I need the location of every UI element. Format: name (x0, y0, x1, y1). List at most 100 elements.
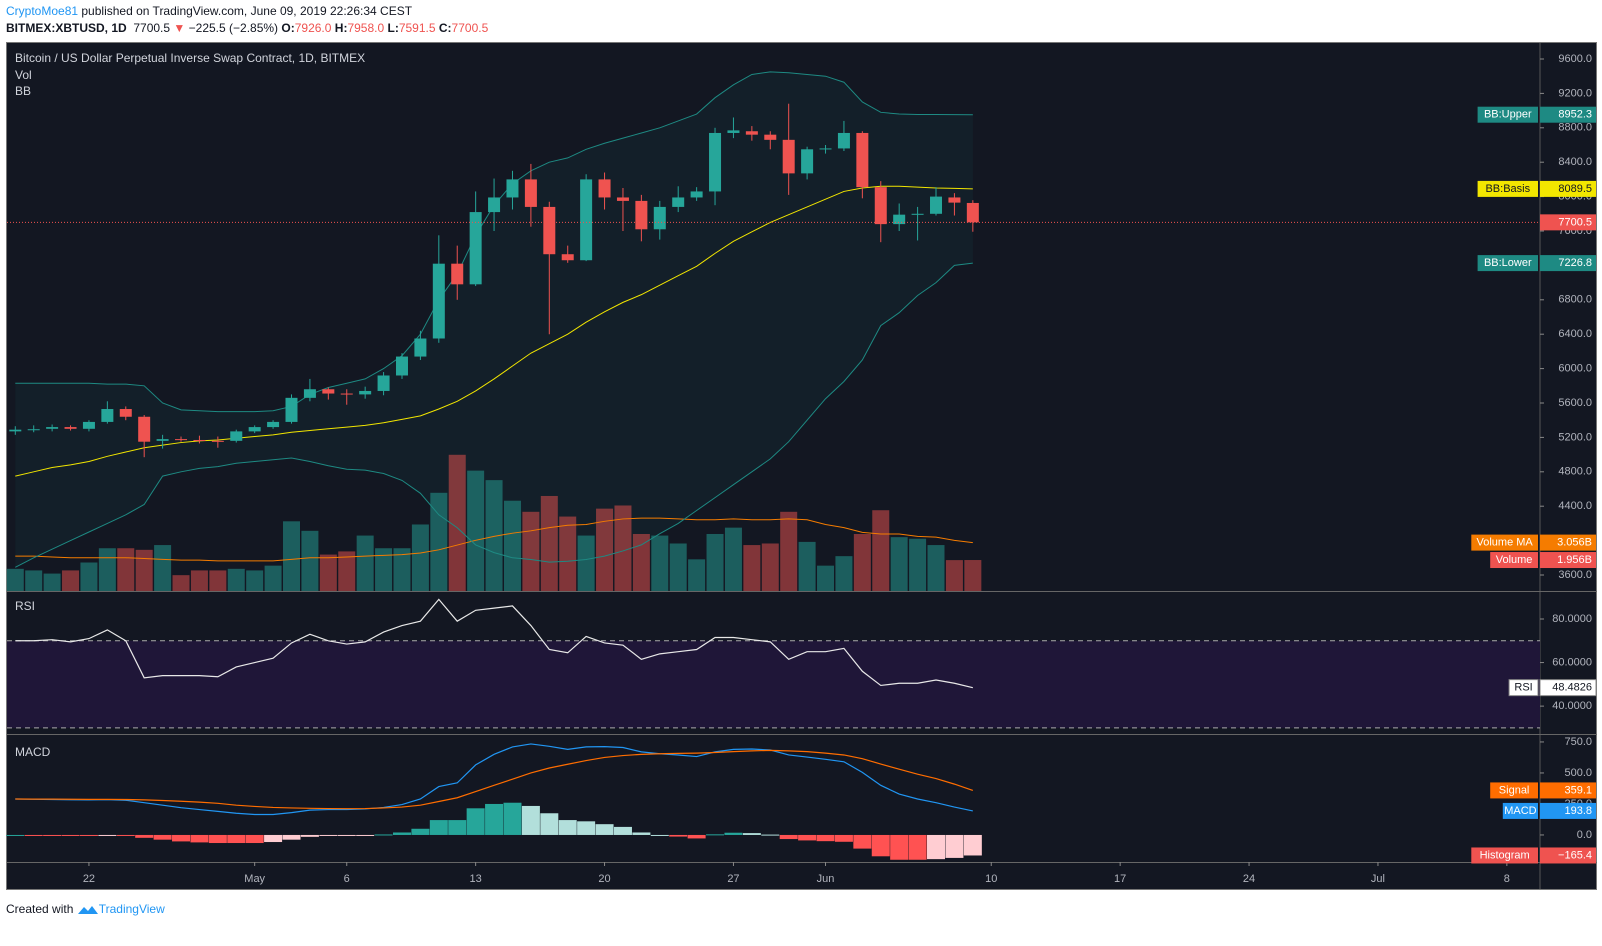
volume-bar (724, 527, 742, 591)
tag-name: Signal (1499, 784, 1530, 796)
histogram-bar (871, 834, 890, 857)
y-tick-label: 6400.0 (1558, 328, 1592, 340)
volume-bar (780, 511, 798, 591)
symbol: BITMEX:XBTUSD, 1D (6, 21, 127, 35)
tag-name-box (1490, 782, 1538, 799)
histogram-bar (448, 820, 467, 835)
candle-body (690, 191, 703, 198)
y-tick-label: 3600.0 (1558, 569, 1592, 581)
volume-bar (909, 538, 927, 591)
candle-body (101, 409, 114, 422)
candle-body (211, 440, 224, 442)
h-label: H: (334, 21, 348, 35)
volume-ma-line (15, 517, 973, 562)
candle-body (340, 393, 353, 395)
histogram-bar (356, 834, 375, 836)
rsi-title: RSI (15, 599, 35, 613)
tag-value-box (1540, 180, 1596, 197)
tag-value-box (1540, 782, 1596, 799)
tag-value: 193.8 (1564, 805, 1592, 817)
macd-line (15, 743, 973, 816)
histogram-bar (595, 824, 614, 835)
tag-name-box (1471, 847, 1538, 864)
volume-bar (411, 524, 429, 591)
candle-body (893, 214, 906, 225)
y-tick-label: 500.0 (1564, 767, 1592, 779)
symbol-line: BITMEX:XBTUSD, 1D 7700.5 ▼ −225.5 (−2.85… (6, 21, 488, 35)
tv-link[interactable]: TradingView (98, 902, 165, 916)
volume-bar (190, 570, 208, 591)
histogram-bar (890, 834, 909, 860)
volume-bar (853, 533, 871, 591)
c-value: 7700.5 (451, 21, 489, 35)
candle-body (488, 197, 501, 213)
histogram-bar (429, 820, 448, 835)
candle-body (819, 148, 832, 150)
volume-bar (577, 535, 595, 591)
signal-line (15, 749, 974, 810)
candle-body (230, 431, 243, 441)
histogram-bar (632, 832, 651, 835)
volume-bar (688, 559, 706, 591)
tag-name-box (1477, 180, 1538, 197)
volume-bar (283, 521, 301, 591)
tv-logo (77, 906, 98, 914)
tag-name: BB:Lower (1484, 257, 1532, 269)
histogram-bar (116, 834, 135, 836)
tag-name-box (1490, 552, 1538, 569)
histogram-bar (153, 834, 172, 840)
candle-body (303, 389, 316, 398)
candle-body (322, 389, 335, 394)
histogram-bar (816, 834, 835, 842)
bb-basis-line (15, 185, 973, 477)
y-tick-label: 8400.0 (1558, 156, 1592, 168)
histogram-bar (282, 834, 301, 840)
histogram-bar (208, 834, 227, 844)
histogram-bar (540, 813, 559, 835)
histogram-bar (466, 808, 485, 835)
candle-body (727, 130, 740, 133)
histogram-bar (908, 834, 927, 860)
tag-value-box (1540, 106, 1596, 123)
author-link[interactable]: CryptoMoe81 (6, 4, 79, 18)
volume-bar (301, 530, 319, 591)
x-tick-label: Jul (1371, 873, 1385, 885)
candle-body (543, 206, 556, 255)
candle-body (451, 263, 464, 285)
x-tick-label: 20 (598, 873, 610, 885)
candle-body (377, 375, 390, 391)
volume-bar (448, 454, 466, 591)
histogram-bar (61, 834, 80, 836)
candle-body (506, 179, 519, 198)
histogram-bar (245, 834, 264, 844)
tag-value: 7226.8 (1558, 257, 1592, 269)
histogram-bar (577, 821, 596, 835)
candle-body (616, 197, 629, 201)
candle-body (175, 439, 188, 441)
histogram-bar (264, 834, 283, 843)
tag-name: Volume MA (1477, 537, 1534, 549)
volume-bar (503, 500, 521, 591)
tag-value: −165.4 (1558, 849, 1592, 861)
tag-value-box (1540, 847, 1596, 864)
candle-body (672, 197, 685, 207)
footer: Created with TradingView (6, 901, 165, 916)
macd-title: MACD (15, 745, 51, 759)
candle-body (267, 421, 280, 428)
candle-body (138, 416, 151, 442)
last-price: 7700.5 (133, 21, 171, 35)
volume-bar (522, 511, 540, 591)
volume-bar (596, 508, 614, 591)
candle-body (930, 196, 943, 214)
candle-body (469, 212, 482, 285)
tag-value: 8952.3 (1558, 109, 1592, 121)
rsi-band-fill (7, 640, 1540, 728)
y-tick-label: 6800.0 (1558, 294, 1592, 306)
candle-body (874, 187, 887, 225)
histogram-bar (411, 828, 430, 835)
candle-body (359, 390, 372, 395)
volume-bar (356, 535, 374, 591)
histogram-bar (724, 832, 743, 835)
x-tick-label: 6 (344, 873, 350, 885)
